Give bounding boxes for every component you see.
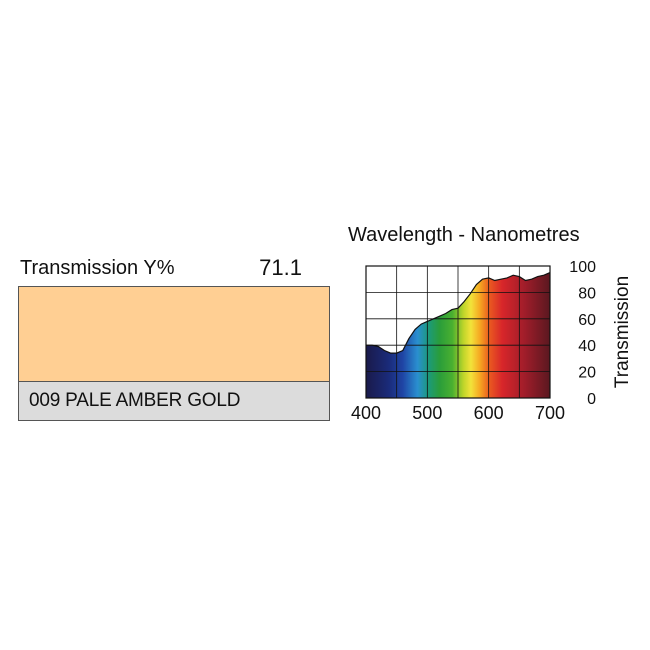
y-axis-label: Transmission [612,276,633,388]
filter-color-swatch [18,286,330,381]
x-tick-label: 400 [351,403,381,423]
filter-swatch-panel: Transmission Y% 71.1 009 PALE AMBER GOLD [18,255,330,423]
spectrum-chart: 400 500 600 700 100 80 60 40 20 0 Transmission [351,259,633,423]
filter-name: 009 PALE AMBER GOLD [29,390,241,411]
transmission-value: 71.1 [259,255,302,280]
chart-title: Wavelength - Nanometres [348,224,580,246]
x-tick-label: 700 [535,403,565,423]
filter-name-strip: 009 PALE AMBER GOLD [18,381,330,421]
y-tick-label: 0 [587,391,596,408]
x-tick-label: 500 [412,403,442,423]
transmission-header: Transmission Y% 71.1 [18,255,308,283]
plot-frame [365,265,551,399]
x-tick-label: 600 [474,403,504,423]
transmission-label: Transmission Y% [20,257,175,279]
y-tick-label: 100 [569,259,596,276]
y-tick-label: 80 [578,285,596,302]
y-tick-label: 40 [578,338,596,355]
y-tick-label: 60 [578,312,596,329]
y-tick-label: 20 [578,365,596,382]
